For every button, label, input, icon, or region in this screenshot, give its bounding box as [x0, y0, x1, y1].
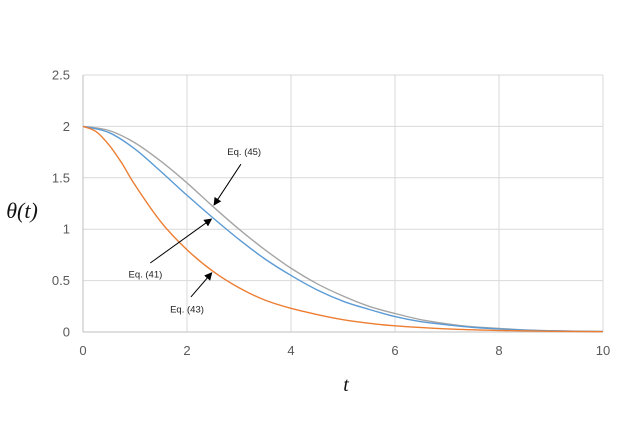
annotation-arrow — [149, 218, 213, 264]
series-line-2 — [82, 125, 604, 333]
x-tick-label: 6 — [391, 343, 398, 358]
x-tick-label: 4 — [287, 343, 294, 358]
y-tick-label: 1.5 — [52, 170, 70, 185]
x-axis-label: t — [343, 374, 349, 396]
y-tick-label: 0.5 — [52, 273, 70, 288]
annotation-arrow — [190, 272, 213, 298]
gridlines — [83, 74, 604, 332]
x-tick-label: 8 — [495, 343, 502, 358]
axes: 0 0.5 1 1.5 2 2.5 0 2 4 6 8 10 — [52, 68, 610, 359]
annotation-label: Eq. (41) — [129, 270, 163, 281]
series-lines — [82, 125, 604, 333]
annotation-label: Eq. (43) — [170, 304, 204, 315]
x-tick-label: 2 — [183, 343, 190, 358]
annotation-arrow — [213, 163, 242, 206]
x-tick-label: 0 — [79, 343, 86, 358]
y-tick-label: 0 — [63, 325, 70, 340]
annotation-label: Eq. (45) — [227, 147, 261, 158]
y-axis-label: θ(t) — [6, 198, 38, 223]
y-tick-label: 2.5 — [52, 68, 70, 83]
series-line-1 — [82, 125, 604, 333]
annotations: Eq. (45) Eq. (41) Eq. (43) — [129, 147, 262, 315]
y-tick-label: 2 — [63, 119, 70, 134]
x-tick-label: 10 — [596, 343, 610, 358]
y-tick-label: 1 — [63, 222, 70, 237]
